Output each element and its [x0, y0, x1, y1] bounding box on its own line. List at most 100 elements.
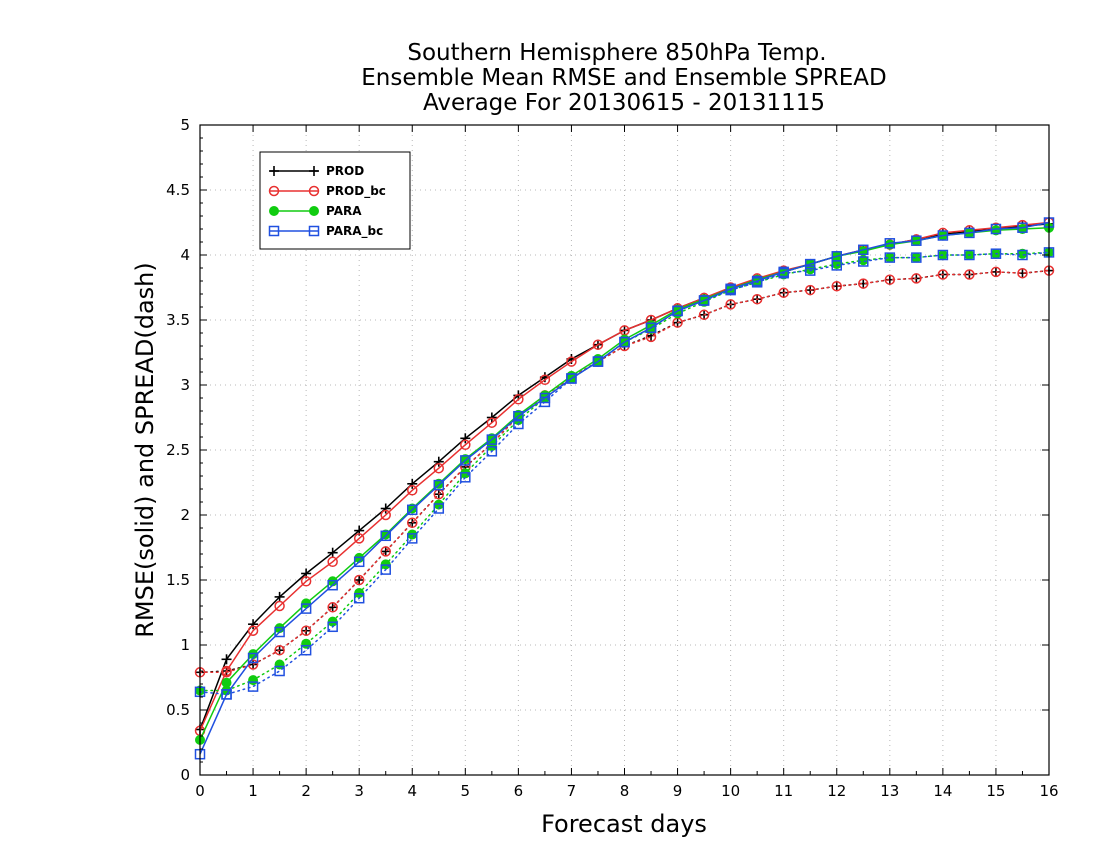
- chart-title: Southern Hemisphere 850hPa Temp. Ensembl…: [361, 40, 886, 116]
- series-para-bc-rmse-point: [645, 322, 657, 334]
- series-para-bc-rmse-point: [486, 434, 498, 445]
- legend-marker-prod: [269, 166, 279, 176]
- series-prod-spread-point: [354, 575, 365, 585]
- series-prod-bc-spread-point: [327, 602, 338, 613]
- series-prod-spread-point: [327, 602, 338, 613]
- series-prod-bc-rmse-point: [247, 625, 259, 636]
- series-prod-bc-rmse-point: [566, 356, 577, 367]
- x-axis-label: Forecast days: [541, 810, 707, 838]
- series-para-spread-line: [199, 251, 1050, 692]
- legend-marker-para-bc: [268, 225, 280, 237]
- series-para-bc-rmse-point: [831, 251, 842, 262]
- series-para-bc-rmse-point: [990, 223, 1002, 235]
- series-prod-spread-point: [407, 517, 418, 528]
- series-prod-rmse-point: [433, 456, 444, 467]
- x-tick-label: 3: [354, 782, 364, 800]
- series-prod-bc-spread-point: [407, 517, 418, 529]
- series-para-bc-rmse-point: [911, 235, 922, 246]
- series-para-bc-rmse-point: [247, 652, 259, 664]
- y-tick-label: 3: [180, 376, 190, 394]
- legend-label-prod: PROD: [326, 164, 364, 178]
- x-tick-label: 2: [301, 782, 311, 800]
- x-axis: 0 1 2 3 4 5 6 7 8 9 10 11 12 13 14 15 16: [195, 125, 1059, 800]
- y-tick-label: 4.5: [166, 181, 190, 199]
- legend-label-para-bc: PARA_bc: [326, 224, 383, 239]
- x-tick-label: 13: [880, 782, 899, 800]
- series-para-bc-spread-point: [911, 252, 922, 263]
- y-axis: 0 0.5 1 1.5 2 2.5 3 3.5 4 4.5 5: [166, 116, 1049, 784]
- series-para-bc-rmse-point: [778, 266, 789, 278]
- series-para-bc-rmse-point: [539, 392, 551, 404]
- y-tick-label: 2: [180, 506, 190, 524]
- x-tick-label: 0: [195, 782, 205, 800]
- series-para-bc-rmse-point: [619, 336, 630, 348]
- series-para-bc-rmse-point: [804, 258, 816, 270]
- legend-label-prod-bc: PROD_bc: [326, 184, 386, 199]
- series-para-bc-spread-point: [380, 564, 391, 575]
- series-prod-bc-rmse-point: [486, 417, 498, 428]
- series-para-bc-rmse-point: [1017, 222, 1028, 233]
- series-para-bc-rmse-point: [300, 603, 312, 614]
- series-para-bc-spread-point: [247, 681, 259, 692]
- series-prod-bc-rmse-point: [327, 556, 338, 568]
- series-para-bc-spread-point: [407, 533, 418, 544]
- series-para-bc-rmse-point: [407, 504, 418, 516]
- series-prod-bc-spread-point: [698, 309, 710, 321]
- series-para-bc-rmse-point: [672, 305, 683, 317]
- legend-label-para: PARA: [326, 204, 362, 218]
- x-tick-label: 4: [407, 782, 417, 800]
- series-prod-rmse-point: [407, 478, 418, 489]
- series-prod-bc-spread-point: [274, 644, 285, 656]
- series-prod-bc-spread-point: [300, 625, 312, 636]
- series-para-bc-rmse-point: [353, 556, 365, 568]
- series-prod-spread-point: [380, 546, 391, 557]
- series-prod-bc-spread-point: [380, 546, 391, 557]
- series-prod-rmse-point: [221, 654, 232, 665]
- x-tick-label: 1: [248, 782, 258, 800]
- series-prod-bc-spread-point: [858, 278, 869, 289]
- series-para-spread-point: [301, 638, 312, 649]
- series-para-bc-spread-line: [199, 251, 1050, 696]
- series-para-bc-rmse-point: [433, 479, 445, 491]
- y-tick-label: 4: [180, 246, 190, 264]
- x-tick-label: 6: [514, 782, 524, 800]
- series-para-bc-rmse-line: [199, 221, 1050, 755]
- series-prod-bc-rmse-line: [199, 221, 1050, 732]
- series-prod-rmse-point: [380, 503, 391, 514]
- series-prod-bc-rmse-point: [353, 533, 365, 544]
- series-prod-bc-rmse-point: [539, 374, 551, 386]
- series-para-bc-spread-point: [486, 446, 498, 457]
- series-para-bc-rmse-point: [274, 626, 285, 638]
- y-tick-label: 1.5: [166, 571, 190, 589]
- chart-title-line-3: Average For 20130615 - 20131115: [423, 90, 825, 116]
- series-prod-bc-spread-point: [964, 269, 975, 280]
- series-prod-bc-spread-point: [990, 266, 1002, 278]
- series-para-bc-rmse-point: [858, 244, 869, 256]
- series-prod-bc-rmse-point: [300, 576, 312, 587]
- series-para-bc-rmse-point: [884, 238, 896, 249]
- y-tick-label: 1: [180, 636, 190, 654]
- series-para-bc-rmse-point: [937, 230, 949, 241]
- series-para-bc-spread-point: [937, 249, 949, 261]
- x-tick-label: 10: [721, 782, 740, 800]
- series-prod-bc-rmse-point: [221, 665, 232, 677]
- series-para-bc-rmse-point: [380, 530, 391, 542]
- series-para-bc-rmse-point: [327, 579, 338, 591]
- series-para: [195, 222, 1054, 745]
- series-para-bc-rmse-point: [964, 227, 975, 239]
- y-tick-label: 2.5: [166, 441, 190, 459]
- y-tick-label: 0.5: [166, 701, 190, 719]
- series-prod-bc-spread-point: [725, 299, 736, 310]
- series-para-bc-rmse-point: [513, 410, 524, 422]
- series-para-bc-spread-point: [964, 249, 975, 261]
- series-para-bc-spread-point: [884, 252, 896, 263]
- series-prod-bc-rmse-point: [380, 509, 391, 521]
- legend-marker-prod-bc: [268, 185, 280, 197]
- series-para-bc-spread-point: [300, 644, 312, 656]
- series-prod-bc-rmse-point: [592, 339, 604, 350]
- series-para-bc-rmse-point: [221, 689, 232, 700]
- series-para-bc: [194, 217, 1055, 760]
- series-para-bc-spread-point: [990, 248, 1002, 259]
- series-para-rmse-line: [199, 226, 1050, 741]
